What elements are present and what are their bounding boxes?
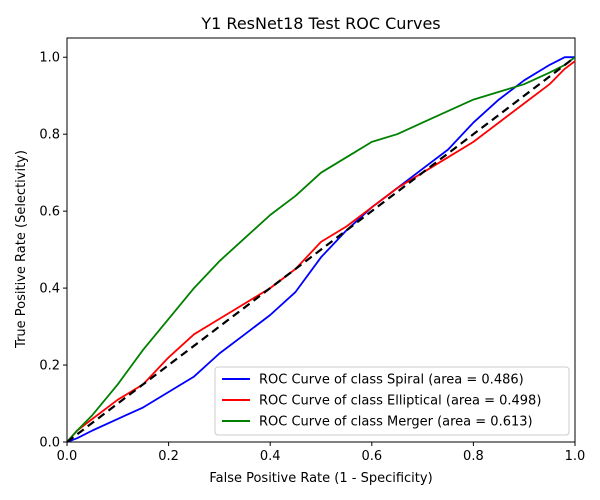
x-axis-ticks: 0.0 0.2 0.4 0.6 0.8 1.0 (57, 442, 586, 464)
legend-entry: ROC Curve of class Elliptical (area = 0.… (259, 394, 541, 409)
y-axis-ticks: 0.0 0.2 0.4 0.6 0.8 1.0 (39, 51, 67, 451)
roc-curve-series-0 (66, 56, 575, 443)
x-tick-label: 0.0 (57, 449, 78, 464)
y-tick-label: 0.4 (39, 282, 60, 297)
legend-box (214, 366, 570, 436)
roc-curve-series-2 (66, 56, 576, 443)
x-tick-label: 0.6 (361, 449, 382, 464)
x-tick-label: 1.0 (565, 449, 586, 464)
legend-entry: ROC Curve of class Spiral (area = 0.486) (259, 373, 524, 388)
plot-area: 0.0 0.2 0.4 0.6 0.8 1.0 0.0 0.2 0.4 0.6 0.8 1.0 (39, 37, 586, 464)
y-tick-label: 0.2 (39, 359, 60, 374)
roc-curves (66, 56, 576, 443)
y-tick-label: 0.0 (39, 436, 60, 451)
x-tick-label: 0.2 (158, 449, 179, 464)
y-tick-label: 1.0 (39, 51, 60, 66)
legend-entry: ROC Curve of class Merger (area = 0.613) (259, 415, 533, 430)
x-axis-label: False Positive Rate (1 - Specificity) (209, 471, 432, 486)
baseline-diagonal (66, 56, 576, 443)
plot-frame (66, 37, 576, 443)
chart-title: Y1 ResNet18 Test ROC Curves (200, 14, 440, 33)
y-axis-label: True Positive Rate (Selectivity) (14, 150, 29, 349)
y-tick-label: 0.6 (39, 205, 60, 220)
x-tick-label: 0.4 (260, 449, 281, 464)
y-tick-label: 0.8 (39, 128, 60, 143)
x-tick-label: 0.8 (463, 449, 484, 464)
legend: ROC Curve of class Spiral (area = 0.486)… (214, 366, 570, 436)
